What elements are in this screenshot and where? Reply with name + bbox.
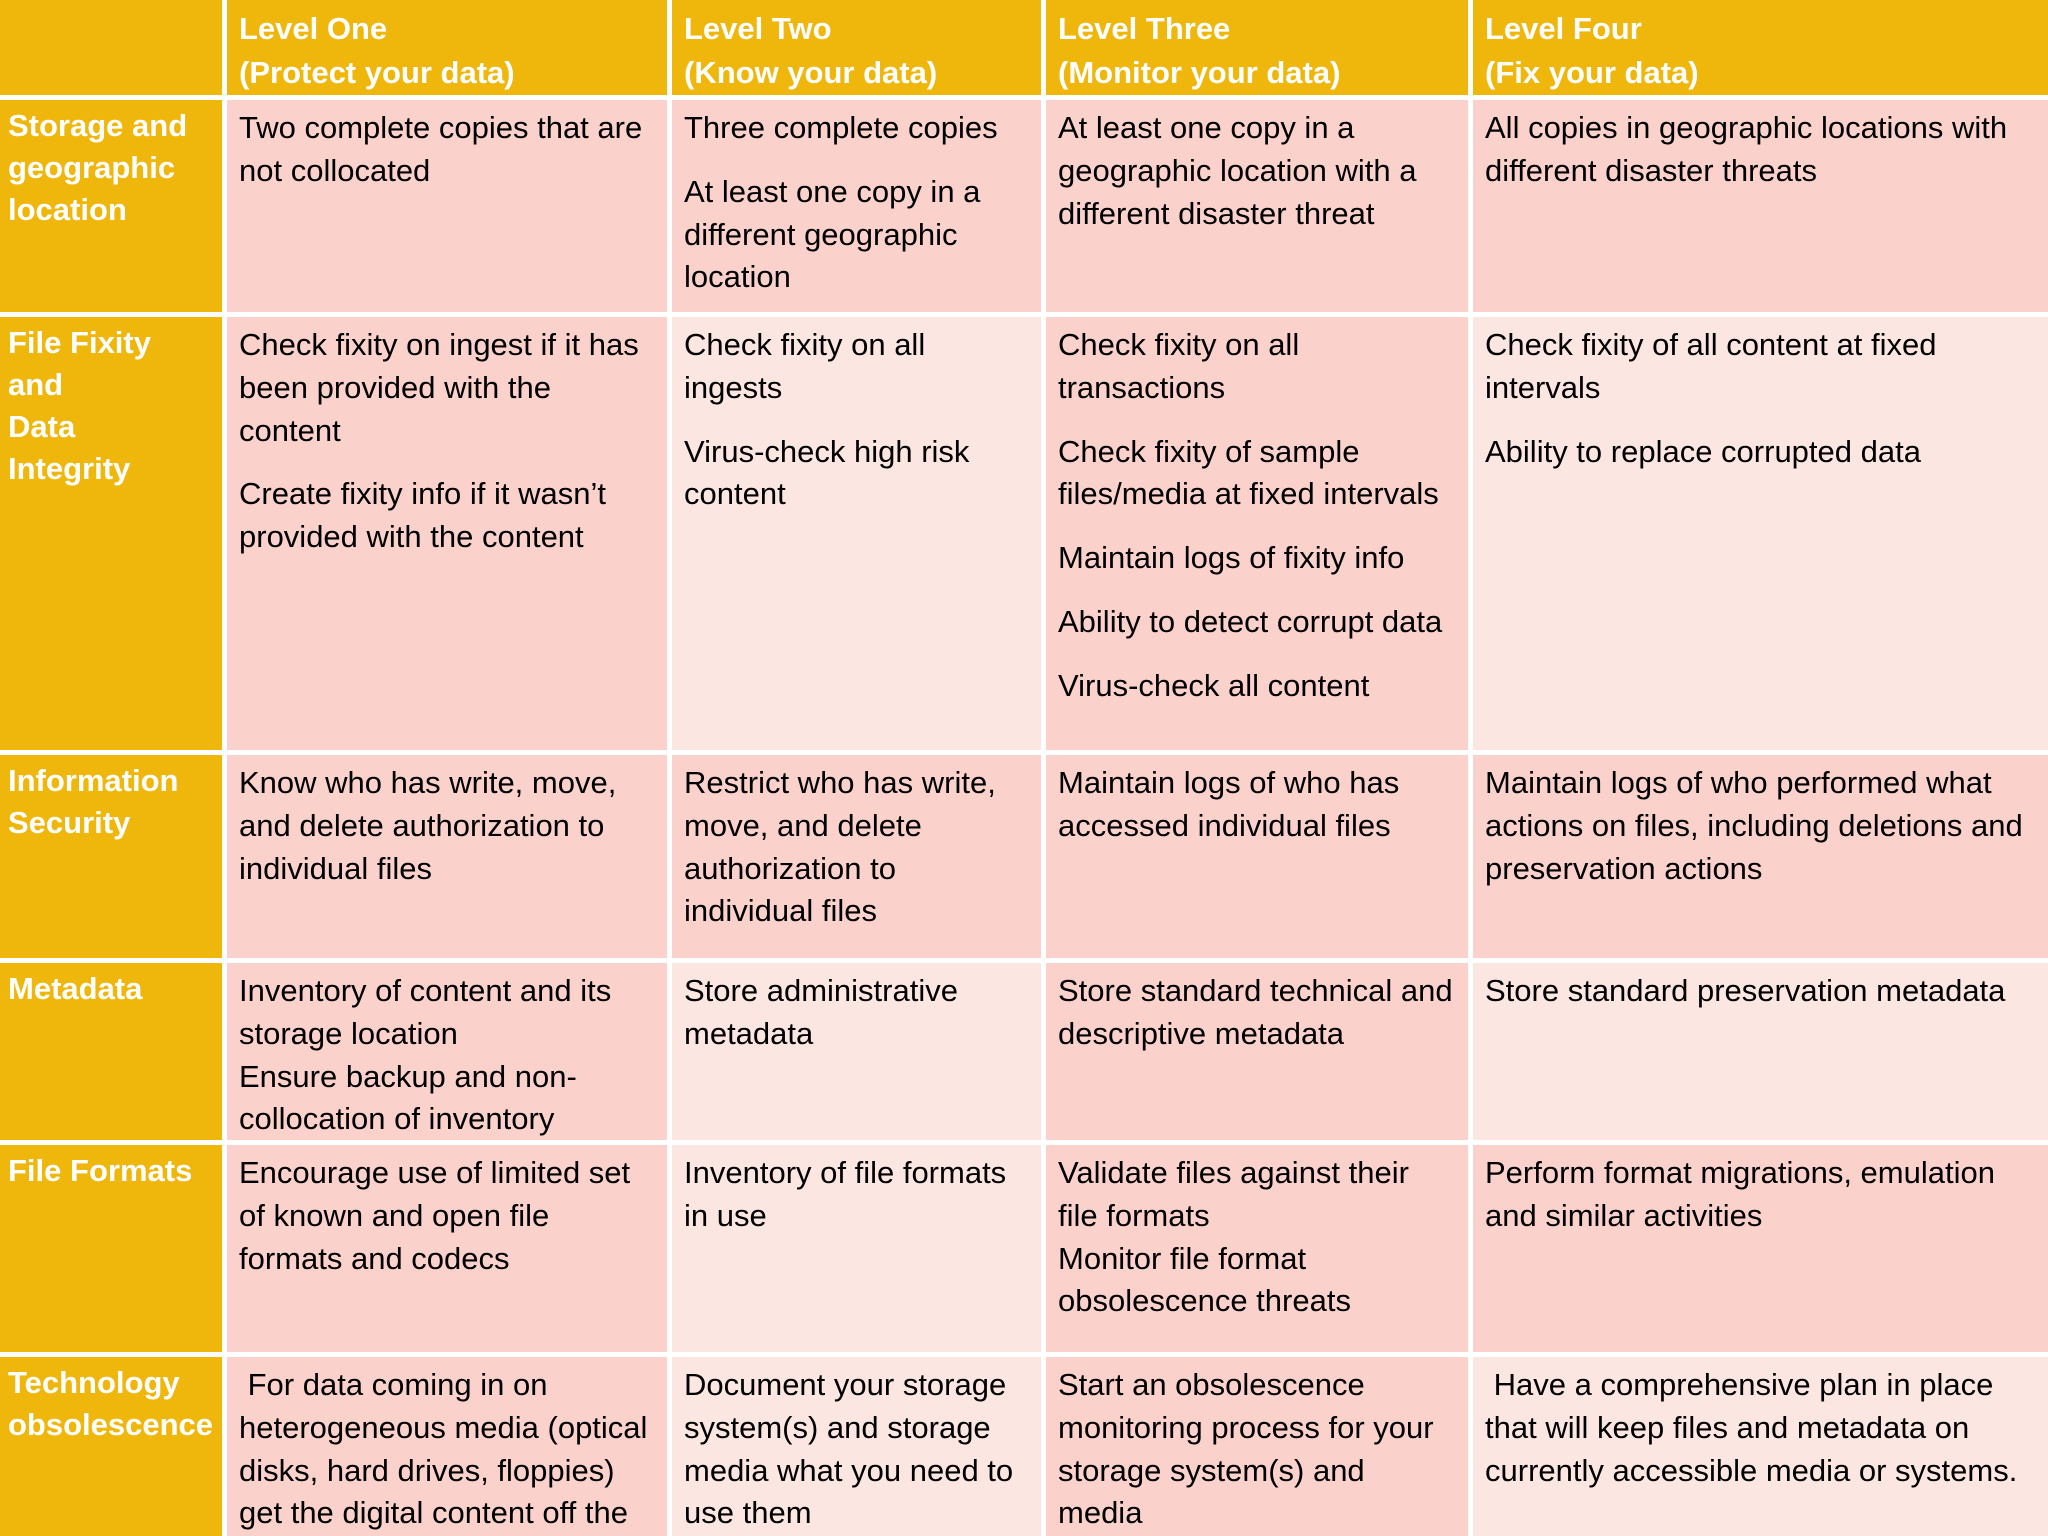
cell-paragraph: Check fixity on all ingests: [684, 327, 926, 405]
cell-paragraph: Start an obsolescence monitoring process…: [1058, 1367, 1434, 1531]
cell-paragraph: Ability to detect corrupt data: [1058, 603, 1443, 639]
row-label-information-security: Information Security: [0, 755, 222, 958]
cell-formats-level-2: Inventory of file formats in use: [672, 1145, 1041, 1352]
header-level-three-subtitle: (Monitor your data): [1058, 55, 1341, 91]
header-level-two-subtitle: (Know your data): [684, 55, 938, 91]
cell-paragraph: Inventory of file formats in use: [684, 1155, 1007, 1233]
cell-fixity-level-2: Check fixity on all ingests Virus-check h…: [672, 317, 1041, 750]
cell-obsolescence-level-1: For data coming in on heterogeneous medi…: [227, 1357, 667, 1536]
cell-paragraph: Know who has write, move, and delete aut…: [239, 765, 617, 886]
cell-paragraph: For data coming in on heterogeneous medi…: [239, 1367, 648, 1531]
cell-security-level-4: Maintain logs of who performed what acti…: [1473, 755, 2048, 958]
cell-paragraph: Document your storage system(s) and stor…: [684, 1367, 1014, 1531]
cell-formats-level-3: Validate files against their file format…: [1046, 1145, 1468, 1352]
cell-security-level-1: Know who has write, move, and delete aut…: [227, 755, 667, 958]
cell-paragraph: Maintain logs of who performed what acti…: [1485, 765, 2023, 886]
cell-formats-level-4: Perform format migrations, emulation and…: [1473, 1145, 2048, 1352]
cell-fixity-level-1: Check fixity on ingest if it has been pr…: [227, 317, 667, 750]
header-level-two: Level Two (Know your data): [672, 0, 1041, 95]
cell-paragraph: Perform format migrations, emulation and…: [1485, 1155, 1995, 1233]
cell-paragraph: Virus-check high risk content: [684, 433, 970, 512]
header-level-one: Level One (Protect your data): [227, 0, 667, 95]
cell-paragraph: Inventory of content and its storage loc…: [239, 973, 612, 1137]
cell-security-level-3: Maintain logs of who has accessed indivi…: [1046, 755, 1468, 958]
row-label-file-formats: File Formats: [0, 1145, 222, 1352]
cell-paragraph: At least one copy in a geographic locati…: [1058, 110, 1417, 231]
cell-storage-level-4: All copies in geographic locations with …: [1473, 100, 2048, 312]
cell-paragraph: Two complete copies that are not colloca…: [239, 110, 643, 188]
cell-paragraph: Create fixity info if it wasn’t provided…: [239, 476, 606, 555]
cell-paragraph: Check fixity on all transactions: [1058, 327, 1300, 405]
row-label-storage-and-geographic-location: Storage and geographic location: [0, 100, 222, 312]
cell-paragraph: Encourage use of limited set of known an…: [239, 1155, 631, 1276]
cell-paragraph: Store standard preservation metadata: [1485, 973, 2006, 1008]
cell-paragraph: Validate files against their file format…: [1058, 1155, 1409, 1319]
cell-storage-level-3: At least one copy in a geographic locati…: [1046, 100, 1468, 312]
cell-paragraph: All copies in geographic locations with …: [1485, 110, 2008, 188]
row-label-metadata: Metadata: [0, 963, 222, 1140]
cell-fixity-level-4: Check fixity of all content at fixed int…: [1473, 317, 2048, 750]
cell-paragraph: Maintain logs of fixity info: [1058, 540, 1405, 576]
cell-paragraph: Store standard technical and descriptive…: [1058, 973, 1453, 1051]
header-level-three-title: Level Three: [1058, 11, 1231, 46]
header-level-four-title: Level Four: [1485, 11, 1642, 46]
header-level-one-title: Level One: [239, 11, 388, 46]
cell-paragraph: Ability to replace corrupted data: [1485, 433, 1921, 469]
header-corner-cell: [0, 0, 222, 95]
cell-storage-level-1: Two complete copies that are not colloca…: [227, 100, 667, 312]
cell-paragraph: Virus-check all content: [1058, 667, 1370, 703]
row-label-technology-obsolescence: Technology obsolescence: [0, 1357, 222, 1536]
header-level-one-subtitle: (Protect your data): [239, 55, 515, 91]
cell-paragraph: Check fixity on ingest if it has been pr…: [239, 327, 639, 448]
cell-paragraph: Maintain logs of who has accessed indivi…: [1058, 765, 1400, 843]
cell-paragraph: Three complete copies: [684, 110, 998, 145]
cell-storage-level-2: Three complete copies At least one copy i…: [672, 100, 1041, 312]
cell-paragraph: Check fixity of all content at fixed int…: [1485, 327, 1937, 405]
cell-metadata-level-3: Store standard technical and descriptive…: [1046, 963, 1468, 1140]
cell-security-level-2: Restrict who has write, move, and delete…: [672, 755, 1041, 958]
cell-formats-level-1: Encourage use of limited set of known an…: [227, 1145, 667, 1352]
cell-paragraph: Restrict who has write, move, and delete…: [684, 765, 996, 929]
header-level-four: Level Four (Fix your data): [1473, 0, 2048, 95]
cell-metadata-level-1: Inventory of content and its storage loc…: [227, 963, 667, 1140]
cell-paragraph: Check fixity of sample files/media at fi…: [1058, 433, 1439, 512]
cell-paragraph: Have a comprehensive plan in place that …: [1485, 1367, 2018, 1488]
cell-obsolescence-level-4: Have a comprehensive plan in place that …: [1473, 1357, 2048, 1536]
cell-fixity-level-3: Check fixity on all transactions Check fi…: [1046, 317, 1468, 750]
header-level-four-subtitle: (Fix your data): [1485, 55, 1699, 91]
cell-obsolescence-level-2: Document your storage system(s) and stor…: [672, 1357, 1041, 1536]
row-label-file-fixity-and-data-integrity: File Fixity and Data Integrity: [0, 317, 222, 750]
cell-paragraph: Store administrative metadata: [684, 973, 958, 1051]
header-level-three: Level Three (Monitor your data): [1046, 0, 1468, 95]
cell-metadata-level-4: Store standard preservation metadata: [1473, 963, 2048, 1140]
header-level-two-title: Level Two: [684, 11, 832, 46]
cell-paragraph: At least one copy in a different geograp…: [684, 173, 981, 295]
cell-obsolescence-level-3: Start an obsolescence monitoring process…: [1046, 1357, 1468, 1536]
cell-metadata-level-2: Store administrative metadata: [672, 963, 1041, 1140]
